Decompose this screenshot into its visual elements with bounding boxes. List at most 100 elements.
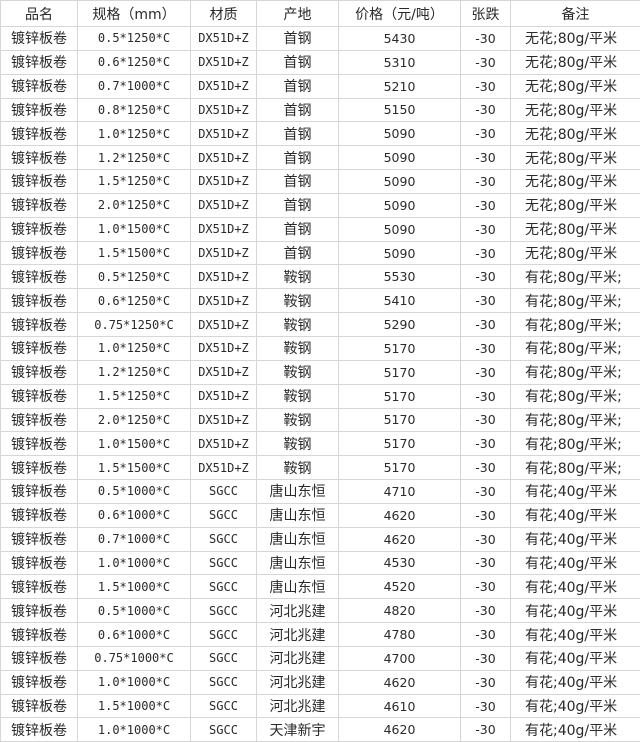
product-cell: 镀锌板卷: [1, 146, 78, 170]
note-cell: 有花;80g/平米;: [511, 336, 640, 360]
product-cell: 镀锌板卷: [1, 170, 78, 194]
change-cell: -30: [461, 623, 511, 647]
spec-cell: 1.5*1500*C: [78, 241, 191, 265]
origin-cell: 河北兆建: [257, 694, 339, 718]
product-cell: 镀锌板卷: [1, 384, 78, 408]
spec-cell: 1.0*1500*C: [78, 217, 191, 241]
spec-cell: 0.6*1000*C: [78, 623, 191, 647]
origin-cell: 首钢: [257, 50, 339, 74]
note-cell: 无花;80g/平米: [511, 170, 640, 194]
note-cell: 有花;40g/平米: [511, 551, 640, 575]
spec-cell: 2.0*1250*C: [78, 193, 191, 217]
product-cell: 镀锌板卷: [1, 50, 78, 74]
price-cell: 5150: [339, 98, 461, 122]
price-cell: 5090: [339, 170, 461, 194]
change-cell: -30: [461, 146, 511, 170]
change-cell: -30: [461, 27, 511, 51]
origin-cell: 鞍钢: [257, 456, 339, 480]
origin-cell: 唐山东恒: [257, 480, 339, 504]
product-cell: 镀锌板卷: [1, 313, 78, 337]
spec-cell: 1.5*1000*C: [78, 694, 191, 718]
change-cell: -30: [461, 646, 511, 670]
origin-cell: 鞍钢: [257, 336, 339, 360]
note-cell: 有花;80g/平米;: [511, 408, 640, 432]
price-cell: 5310: [339, 50, 461, 74]
change-cell: -30: [461, 170, 511, 194]
change-cell: -30: [461, 503, 511, 527]
origin-cell: 首钢: [257, 241, 339, 265]
product-cell: 镀锌板卷: [1, 408, 78, 432]
material-cell: DX51D+Z: [191, 265, 257, 289]
change-cell: -30: [461, 432, 511, 456]
product-cell: 镀锌板卷: [1, 623, 78, 647]
note-cell: 有花;40g/平米: [511, 599, 640, 623]
change-cell: -30: [461, 480, 511, 504]
material-cell: DX51D+Z: [191, 313, 257, 337]
product-cell: 镀锌板卷: [1, 241, 78, 265]
note-cell: 有花;40g/平米: [511, 480, 640, 504]
header-material: 材质: [191, 1, 257, 27]
spec-cell: 0.7*1000*C: [78, 74, 191, 98]
product-cell: 镀锌板卷: [1, 599, 78, 623]
header-note: 备注: [511, 1, 640, 27]
product-cell: 镀锌板卷: [1, 503, 78, 527]
product-cell: 镀锌板卷: [1, 718, 78, 742]
spec-cell: 1.5*1000*C: [78, 575, 191, 599]
origin-cell: 鞍钢: [257, 360, 339, 384]
price-cell: 4710: [339, 480, 461, 504]
spec-cell: 0.75*1000*C: [78, 646, 191, 670]
change-cell: -30: [461, 456, 511, 480]
change-cell: -30: [461, 551, 511, 575]
origin-cell: 首钢: [257, 193, 339, 217]
header-spec: 规格（mm）: [78, 1, 191, 27]
product-cell: 镀锌板卷: [1, 670, 78, 694]
material-cell: DX51D+Z: [191, 27, 257, 51]
spec-cell: 0.5*1250*C: [78, 27, 191, 51]
change-cell: -30: [461, 50, 511, 74]
origin-cell: 河北兆建: [257, 599, 339, 623]
price-cell: 4520: [339, 575, 461, 599]
product-cell: 镀锌板卷: [1, 456, 78, 480]
change-cell: -30: [461, 122, 511, 146]
header-product: 品名: [1, 1, 78, 27]
material-cell: DX51D+Z: [191, 193, 257, 217]
change-cell: -30: [461, 98, 511, 122]
material-cell: DX51D+Z: [191, 122, 257, 146]
material-cell: SGCC: [191, 694, 257, 718]
price-cell: 5170: [339, 408, 461, 432]
product-cell: 镀锌板卷: [1, 694, 78, 718]
material-cell: SGCC: [191, 670, 257, 694]
note-cell: 无花;80g/平米: [511, 74, 640, 98]
price-cell: 5530: [339, 265, 461, 289]
price-cell: 4820: [339, 599, 461, 623]
note-cell: 有花;80g/平米;: [511, 432, 640, 456]
change-cell: -30: [461, 670, 511, 694]
note-cell: 有花;40g/平米: [511, 575, 640, 599]
origin-cell: 唐山东恒: [257, 527, 339, 551]
price-cell: 5430: [339, 27, 461, 51]
note-cell: 有花;40g/平米: [511, 623, 640, 647]
origin-cell: 首钢: [257, 217, 339, 241]
spec-cell: 0.5*1250*C: [78, 265, 191, 289]
change-cell: -30: [461, 313, 511, 337]
spec-cell: 1.0*1000*C: [78, 718, 191, 742]
price-cell: 5410: [339, 289, 461, 313]
material-cell: DX51D+Z: [191, 217, 257, 241]
note-cell: 无花;80g/平米: [511, 27, 640, 51]
product-cell: 镀锌板卷: [1, 289, 78, 313]
spec-cell: 1.0*1500*C: [78, 432, 191, 456]
origin-cell: 唐山东恒: [257, 551, 339, 575]
price-cell: 4620: [339, 718, 461, 742]
header-origin: 产地: [257, 1, 339, 27]
product-cell: 镀锌板卷: [1, 74, 78, 98]
change-cell: -30: [461, 241, 511, 265]
